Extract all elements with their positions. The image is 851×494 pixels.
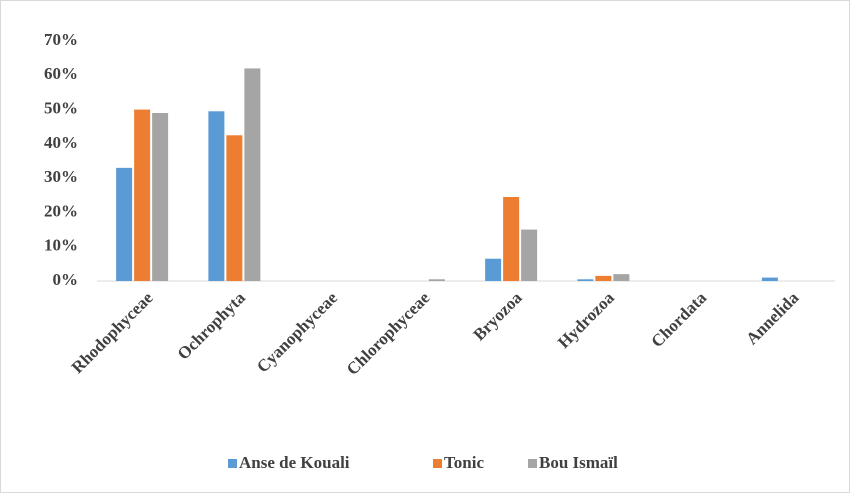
bar <box>244 68 261 281</box>
bar <box>485 258 502 281</box>
y-tick-label: 20% <box>44 201 78 220</box>
bar <box>208 111 225 282</box>
y-tick-label: 0% <box>53 270 79 289</box>
bar <box>152 113 169 281</box>
bar <box>761 277 778 281</box>
legend-label: Bou Ismaïl <box>539 453 618 472</box>
y-tick-label: 50% <box>44 98 78 117</box>
y-tick-label: 70% <box>44 30 78 49</box>
legend-label: Tonic <box>444 453 484 472</box>
bar <box>613 274 630 281</box>
bar <box>226 135 243 281</box>
bar <box>503 197 520 281</box>
bar <box>116 167 133 281</box>
bar <box>595 275 612 281</box>
bar <box>134 109 151 281</box>
y-tick-label: 10% <box>44 236 78 255</box>
legend-swatch <box>528 459 537 468</box>
legend-swatch <box>433 459 442 468</box>
bar <box>521 229 538 281</box>
legend-swatch <box>228 459 237 468</box>
y-tick-label: 30% <box>44 167 78 186</box>
bar <box>428 279 445 281</box>
y-tick-label: 60% <box>44 64 78 83</box>
legend-label: Anse de Kouali <box>239 453 350 472</box>
y-tick-label: 40% <box>44 133 78 152</box>
bar <box>577 279 594 281</box>
